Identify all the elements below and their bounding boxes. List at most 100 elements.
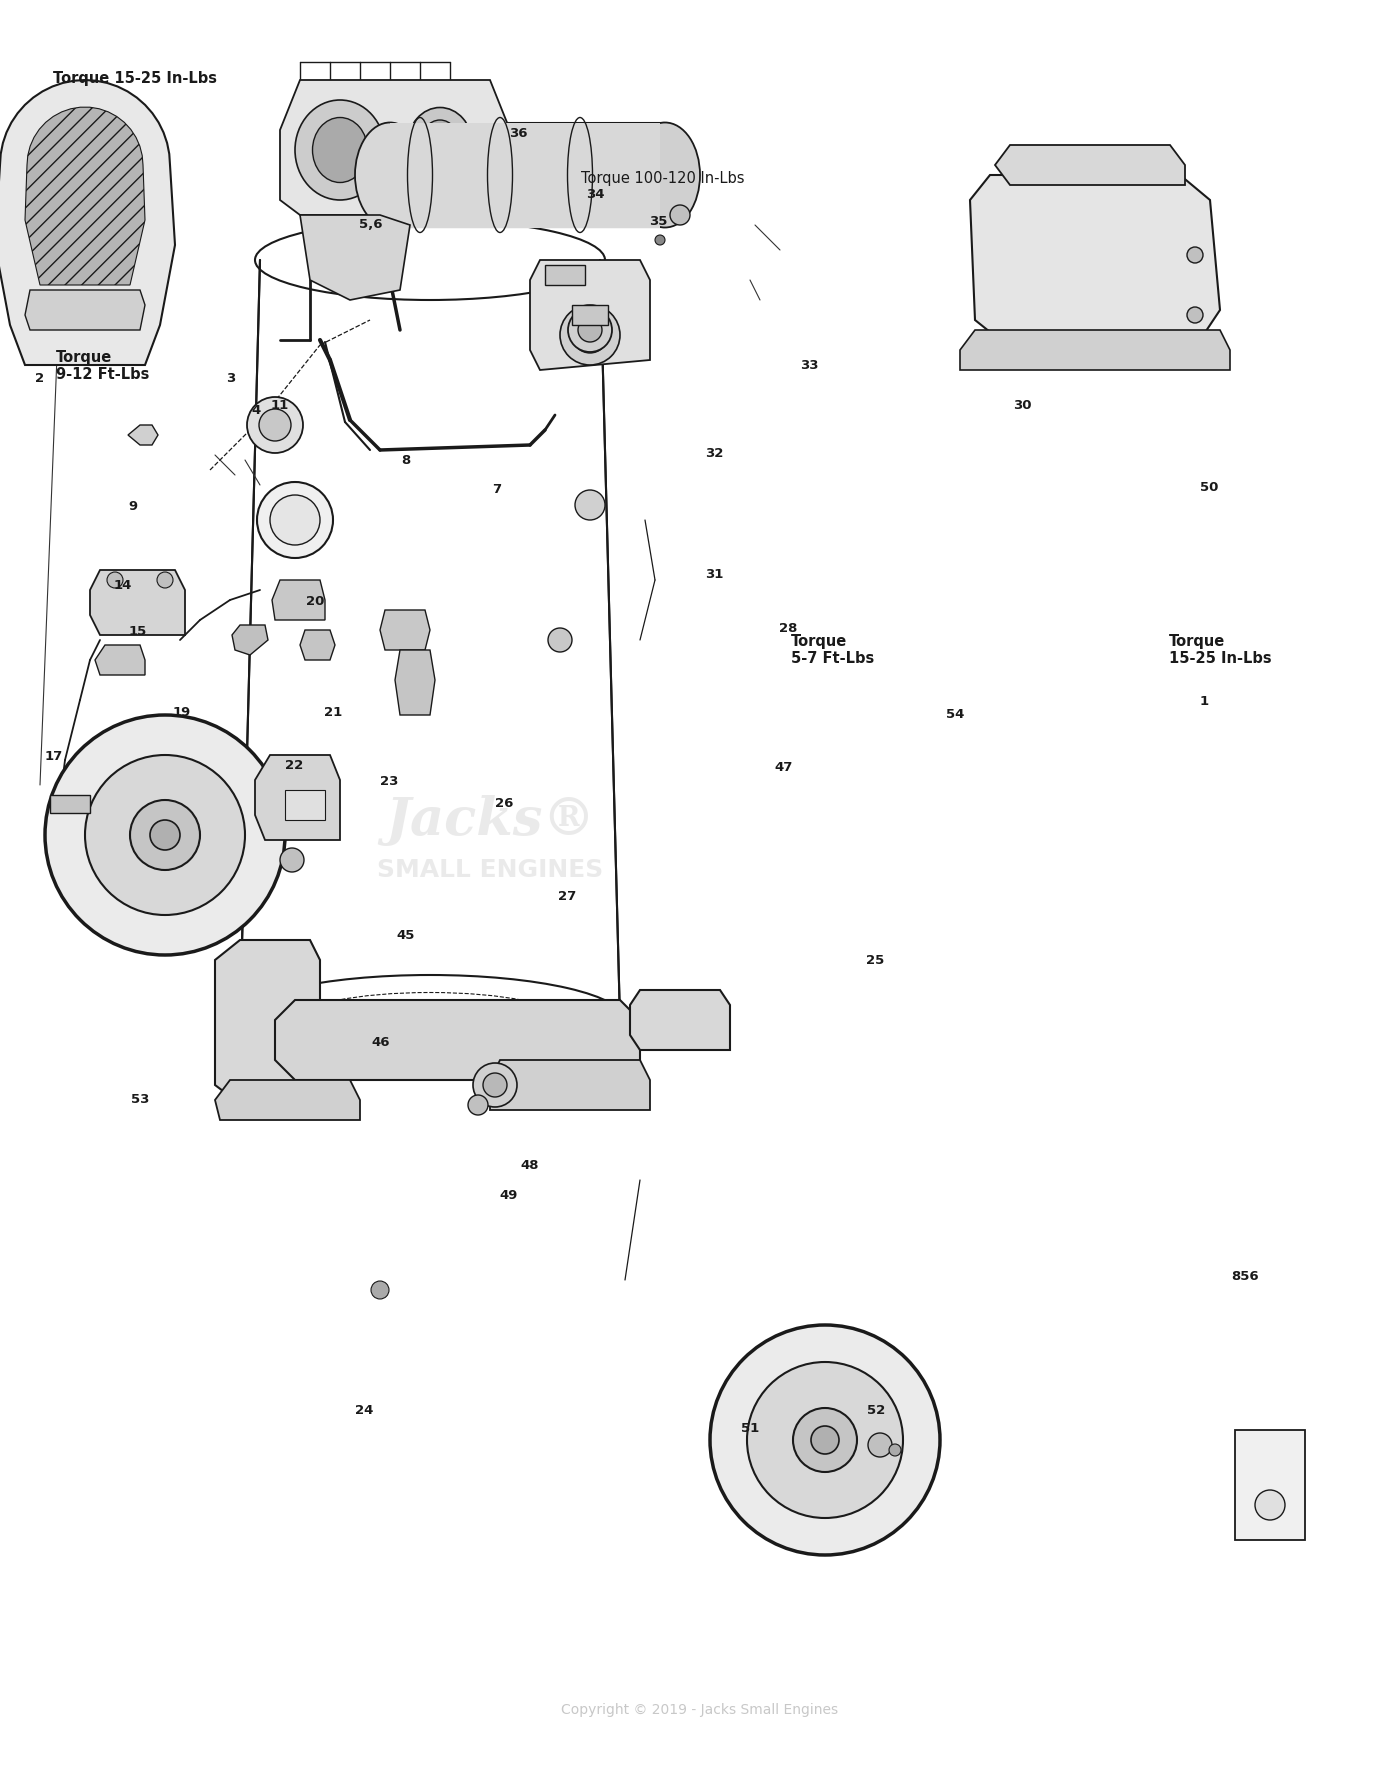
- Circle shape: [575, 491, 605, 519]
- Text: Copyright © 2019 - Jacks Small Engines: Copyright © 2019 - Jacks Small Engines: [561, 1703, 839, 1717]
- Text: 5,6: 5,6: [360, 218, 382, 232]
- Ellipse shape: [356, 123, 426, 227]
- Ellipse shape: [295, 100, 385, 200]
- Circle shape: [671, 205, 690, 225]
- Circle shape: [560, 305, 620, 364]
- Circle shape: [1254, 1490, 1285, 1521]
- Bar: [545, 264, 585, 286]
- Circle shape: [85, 755, 245, 916]
- Text: 25: 25: [865, 953, 885, 967]
- Text: 11: 11: [270, 398, 290, 412]
- Text: 14: 14: [113, 578, 133, 593]
- Ellipse shape: [630, 123, 700, 227]
- Circle shape: [811, 1426, 839, 1455]
- Text: 1: 1: [1200, 694, 1208, 709]
- Text: 8: 8: [402, 453, 410, 468]
- Text: 856: 856: [1231, 1269, 1259, 1283]
- Text: 52: 52: [867, 1403, 886, 1417]
- Bar: [391, 123, 659, 228]
- Circle shape: [748, 1362, 903, 1517]
- Polygon shape: [90, 569, 185, 635]
- Circle shape: [371, 1282, 389, 1299]
- Circle shape: [106, 571, 123, 587]
- Polygon shape: [25, 107, 146, 286]
- Text: 30: 30: [1012, 398, 1032, 412]
- Circle shape: [483, 1073, 507, 1098]
- Text: Torque
5-7 Ft-Lbs: Torque 5-7 Ft-Lbs: [791, 634, 874, 666]
- Polygon shape: [232, 625, 267, 655]
- Text: 32: 32: [704, 446, 724, 461]
- Text: 9: 9: [129, 500, 137, 514]
- Circle shape: [157, 571, 174, 587]
- Circle shape: [259, 409, 291, 441]
- Text: 28: 28: [778, 621, 798, 635]
- Text: 20: 20: [305, 594, 325, 609]
- Text: 47: 47: [774, 760, 794, 775]
- Text: 4: 4: [252, 403, 260, 418]
- Circle shape: [1187, 246, 1203, 262]
- Polygon shape: [970, 175, 1219, 339]
- Ellipse shape: [420, 120, 461, 170]
- Text: 48: 48: [519, 1158, 539, 1173]
- Text: 3: 3: [227, 371, 235, 386]
- Text: 24: 24: [354, 1403, 374, 1417]
- Circle shape: [1187, 307, 1203, 323]
- Circle shape: [473, 1064, 517, 1107]
- Circle shape: [130, 800, 200, 869]
- Bar: [50, 794, 90, 812]
- Text: Torque
9-12 Ft-Lbs: Torque 9-12 Ft-Lbs: [56, 350, 150, 382]
- Circle shape: [468, 1094, 489, 1116]
- Text: 50: 50: [1200, 480, 1219, 494]
- Polygon shape: [255, 755, 340, 841]
- Text: 51: 51: [741, 1421, 760, 1435]
- Text: Torque
15-25 In-Lbs: Torque 15-25 In-Lbs: [1169, 634, 1271, 666]
- Text: 19: 19: [172, 705, 192, 719]
- Polygon shape: [300, 630, 335, 660]
- Text: 49: 49: [498, 1189, 518, 1203]
- Text: 36: 36: [508, 127, 528, 141]
- Text: 35: 35: [648, 214, 668, 228]
- Text: 53: 53: [130, 1092, 150, 1107]
- Text: 15: 15: [127, 625, 147, 639]
- Circle shape: [258, 482, 333, 559]
- Polygon shape: [379, 610, 430, 650]
- Circle shape: [868, 1433, 892, 1457]
- Circle shape: [578, 318, 602, 343]
- Text: 45: 45: [396, 928, 416, 942]
- Text: Torque 100-120 In-Lbs: Torque 100-120 In-Lbs: [581, 171, 745, 186]
- Text: 54: 54: [945, 707, 965, 721]
- Polygon shape: [216, 941, 321, 1100]
- Circle shape: [547, 628, 573, 652]
- Polygon shape: [25, 289, 146, 330]
- Polygon shape: [216, 1080, 360, 1119]
- Polygon shape: [960, 330, 1231, 369]
- Polygon shape: [127, 425, 158, 444]
- Polygon shape: [300, 214, 410, 300]
- Text: SMALL ENGINES: SMALL ENGINES: [377, 859, 603, 882]
- Bar: [286, 791, 325, 819]
- Polygon shape: [490, 1060, 650, 1110]
- Text: 7: 7: [493, 482, 501, 496]
- Polygon shape: [272, 580, 325, 619]
- Circle shape: [270, 494, 321, 544]
- Polygon shape: [395, 650, 435, 716]
- Text: 46: 46: [371, 1035, 391, 1050]
- Polygon shape: [531, 261, 650, 369]
- Text: 21: 21: [323, 705, 343, 719]
- Polygon shape: [280, 80, 510, 214]
- Circle shape: [655, 236, 665, 245]
- Circle shape: [280, 848, 304, 873]
- Text: 23: 23: [379, 775, 399, 789]
- Polygon shape: [95, 644, 146, 675]
- Text: 31: 31: [704, 568, 724, 582]
- Circle shape: [246, 396, 302, 453]
- Text: 2: 2: [35, 371, 43, 386]
- Circle shape: [889, 1444, 902, 1457]
- Polygon shape: [630, 991, 729, 1050]
- Text: 26: 26: [494, 796, 514, 810]
- Circle shape: [710, 1324, 939, 1555]
- Circle shape: [573, 318, 608, 353]
- Ellipse shape: [312, 118, 367, 182]
- Circle shape: [568, 309, 612, 352]
- Text: 17: 17: [43, 750, 63, 764]
